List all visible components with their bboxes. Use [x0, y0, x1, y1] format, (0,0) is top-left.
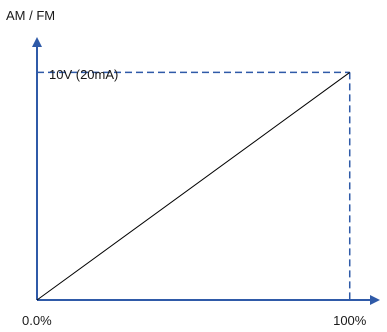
- y-axis-label: AM / FM: [6, 8, 55, 23]
- x-tick-label-end: 100%: [333, 313, 367, 328]
- x-tick-label-start: 0.0%: [22, 313, 52, 328]
- reference-annotation: 10V (20mA): [49, 67, 118, 82]
- series-line: [36, 72, 351, 301]
